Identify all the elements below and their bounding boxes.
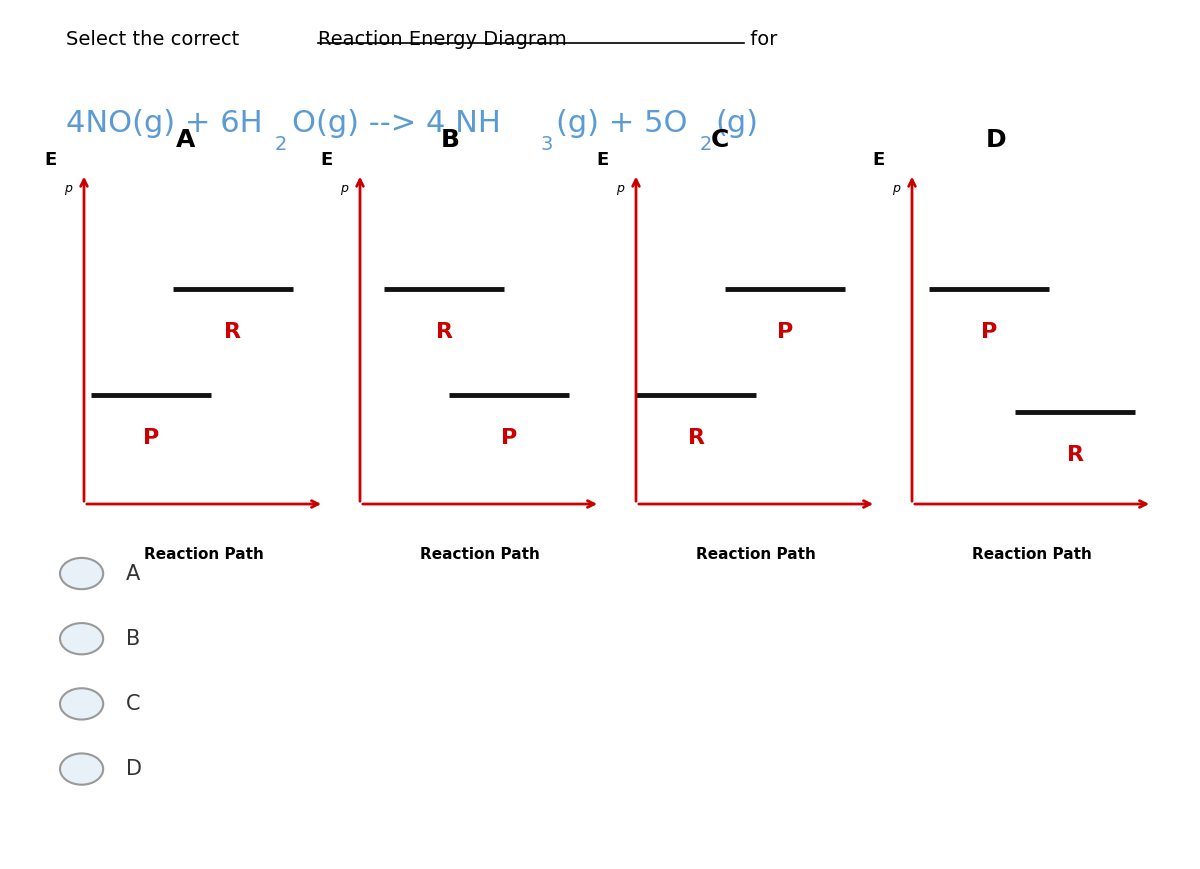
Circle shape [60,558,103,589]
Text: (g): (g) [715,109,758,137]
Text: E: E [320,151,332,169]
Text: R: R [688,428,704,448]
Text: Reaction Energy Diagram: Reaction Energy Diagram [318,30,566,50]
Text: p: p [340,182,348,196]
Text: p: p [616,182,624,196]
Text: 2: 2 [275,135,287,154]
Text: P: P [143,428,160,448]
Text: Select the correct: Select the correct [66,30,246,50]
Text: P: P [776,322,793,342]
Text: E: E [596,151,608,169]
Text: E: E [872,151,884,169]
Text: 3: 3 [540,135,552,154]
Text: P: P [980,322,997,342]
Text: C: C [710,128,730,152]
Text: Reaction Path: Reaction Path [696,547,816,562]
Text: (g) + 5O: (g) + 5O [556,109,688,137]
Text: p: p [64,182,72,196]
Circle shape [60,753,103,785]
Text: Reaction Path: Reaction Path [144,547,264,562]
Circle shape [60,623,103,654]
Text: P: P [500,428,517,448]
Text: A: A [176,128,196,152]
Text: p: p [892,182,900,196]
Text: R: R [436,322,452,342]
Text: E: E [44,151,56,169]
Text: A: A [126,563,140,584]
Text: D: D [126,759,142,779]
Text: R: R [1067,445,1084,465]
Text: 4NO(g) + 6H: 4NO(g) + 6H [66,109,263,137]
Text: R: R [224,322,241,342]
Circle shape [60,688,103,720]
Text: O(g) --> 4 NH: O(g) --> 4 NH [292,109,500,137]
Text: 2: 2 [700,135,712,154]
Text: B: B [126,628,140,649]
Text: B: B [440,128,460,152]
Text: for: for [744,30,778,50]
Text: Reaction Path: Reaction Path [420,547,540,562]
Text: D: D [985,128,1007,152]
Text: Reaction Path: Reaction Path [972,547,1092,562]
Text: C: C [126,693,140,714]
